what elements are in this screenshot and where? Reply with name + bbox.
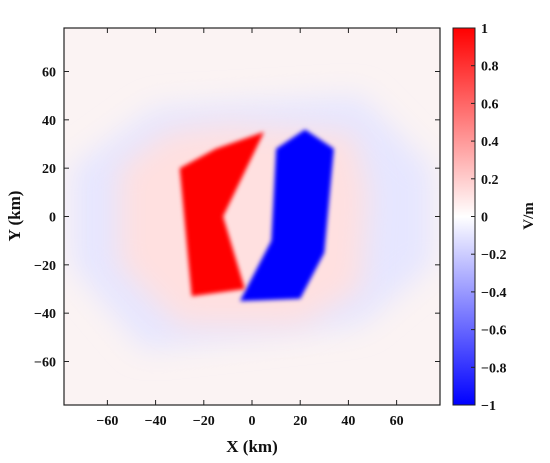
y-tick-label: −40 bbox=[34, 307, 56, 322]
y-tick-label: 40 bbox=[42, 114, 56, 129]
colorbar-tick-label: −0.2 bbox=[481, 248, 506, 263]
x-tick-label: −20 bbox=[193, 414, 215, 429]
y-tick-label: 0 bbox=[49, 211, 56, 226]
y-tick-label: −60 bbox=[34, 356, 56, 371]
colorbar-tick-label: 0.4 bbox=[481, 135, 499, 150]
y-axis-label: Y (km) bbox=[5, 191, 24, 242]
y-tick-label: 20 bbox=[42, 162, 56, 177]
colorbar-tick-label: −0.4 bbox=[481, 286, 506, 301]
positive-lobe-region bbox=[179, 131, 265, 297]
y-tick-label: 60 bbox=[42, 66, 56, 81]
colorbar-tick-label: 0 bbox=[481, 211, 488, 226]
colorbar-tick-label: 1 bbox=[481, 22, 488, 37]
colorbar-label: V/m bbox=[521, 202, 537, 230]
colorbar-tick-label: −1 bbox=[481, 399, 496, 414]
colorbar-ticks: 1 0.8 0.6 0.4 0.2 0 −0.2 −0.4 −0.6 −0.8 −1 bbox=[471, 22, 506, 414]
y-tick-label: −20 bbox=[34, 259, 56, 274]
x-tick-label: 60 bbox=[390, 414, 404, 429]
heatmap-field bbox=[64, 28, 440, 405]
x-tick-label: 20 bbox=[293, 414, 307, 429]
colorbar-tick-label: 0.2 bbox=[481, 173, 499, 188]
colorbar-tick-label: −0.8 bbox=[481, 361, 506, 376]
negative-lobe-region bbox=[239, 129, 334, 302]
y-axis: −60 −40 −20 0 20 40 60 bbox=[34, 66, 440, 371]
x-tick-label: −40 bbox=[145, 414, 167, 429]
colorbar-tick-label: 0.8 bbox=[481, 60, 499, 75]
x-axis-label: X (km) bbox=[226, 437, 277, 456]
colorbar-tick-label: 0.6 bbox=[481, 97, 499, 112]
x-tick-label: −60 bbox=[96, 414, 118, 429]
x-tick-label: 40 bbox=[341, 414, 355, 429]
x-axis: −60 −40 −20 0 20 40 60 bbox=[96, 28, 404, 429]
colorbar-tick-label: −0.6 bbox=[481, 324, 506, 339]
x-tick-label: 0 bbox=[249, 414, 256, 429]
